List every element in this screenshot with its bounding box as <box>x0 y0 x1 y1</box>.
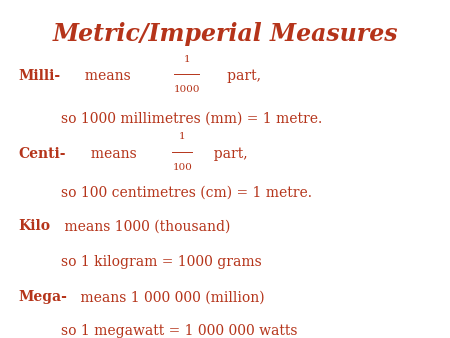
Text: 1: 1 <box>179 132 185 141</box>
Text: Metric/Imperial Measures: Metric/Imperial Measures <box>52 22 398 46</box>
Text: means: means <box>76 69 131 83</box>
Text: Mega-: Mega- <box>18 290 67 305</box>
Text: 1: 1 <box>184 54 190 64</box>
Text: means 1 000 000 (million): means 1 000 000 (million) <box>76 290 265 305</box>
Text: means: means <box>82 147 137 161</box>
Text: means 1000 (thousand): means 1000 (thousand) <box>60 219 231 234</box>
Text: so 1000 millimetres (mm) = 1 metre.: so 1000 millimetres (mm) = 1 metre. <box>61 111 322 125</box>
Text: Centi-: Centi- <box>18 147 66 161</box>
Text: part,: part, <box>205 147 248 161</box>
Text: so 100 centimetres (cm) = 1 metre.: so 100 centimetres (cm) = 1 metre. <box>61 186 312 200</box>
Text: so 1 kilogram = 1000 grams: so 1 kilogram = 1000 grams <box>61 255 261 269</box>
Text: Milli-: Milli- <box>18 69 60 83</box>
Text: Kilo: Kilo <box>18 219 50 234</box>
Text: 1000: 1000 <box>174 85 200 94</box>
Text: 100: 100 <box>172 163 192 172</box>
Text: so 1 megawatt = 1 000 000 watts: so 1 megawatt = 1 000 000 watts <box>61 323 297 338</box>
Text: part,: part, <box>214 69 261 83</box>
